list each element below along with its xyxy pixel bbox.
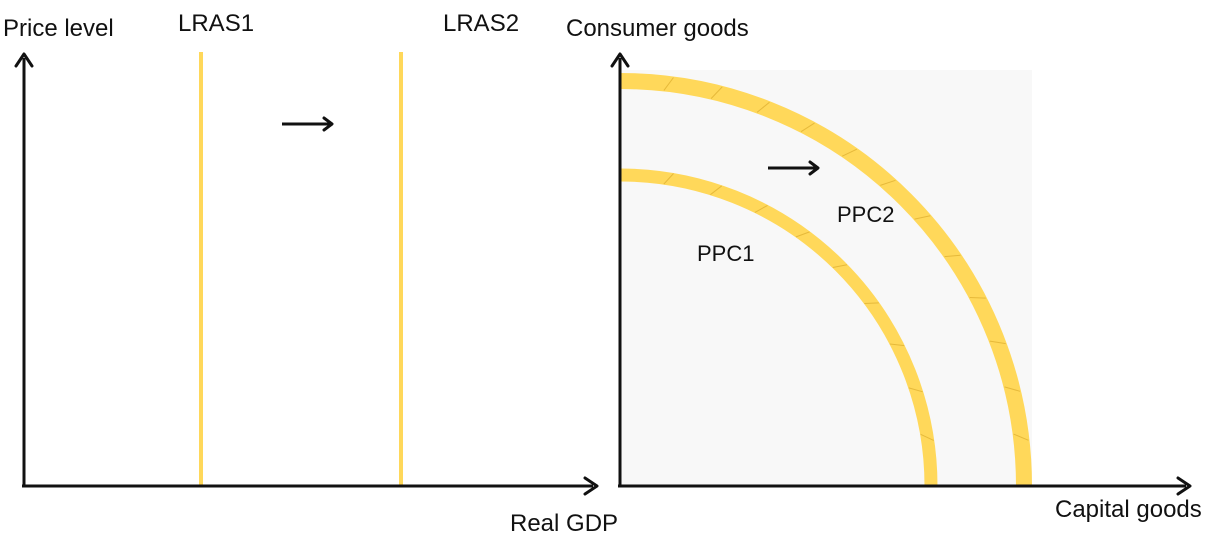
lras-x-axis-arrowhead — [583, 476, 599, 496]
ppc-diagram — [610, 52, 1192, 496]
ppc-y-axis-arrowhead — [610, 52, 630, 68]
curve-hatch-mark — [663, 77, 674, 91]
curve-hatch-mark — [889, 343, 905, 347]
curve-hatch-mark — [800, 122, 815, 133]
ppc2-label: PPC2 — [837, 202, 895, 227]
curve-hatch-mark — [914, 215, 931, 220]
real-gdp-axis-label: Real GDP — [510, 510, 619, 537]
consumer-goods-axis-label: Consumer goods — [566, 15, 749, 42]
lras-diagram — [14, 52, 599, 496]
curve-hatch-mark — [756, 101, 770, 113]
curve-hatch-mark — [832, 264, 848, 268]
lras2-label: LRAS2 — [443, 10, 520, 37]
curve-hatch-mark — [944, 254, 961, 258]
ppc-x-axis-arrowhead — [1176, 476, 1192, 496]
price-level-axis-label: Price level — [3, 15, 114, 42]
curve-hatch-mark — [754, 204, 768, 213]
curve-hatch-mark — [1013, 433, 1029, 441]
curve-hatching — [663, 77, 1029, 441]
curve-hatch-mark — [710, 185, 723, 196]
curve-hatch-mark — [989, 340, 1006, 345]
curve-hatch-mark — [908, 387, 923, 393]
curve-hatch-mark — [864, 302, 879, 304]
ppc2-curve — [619, 73, 1032, 487]
curve-hatch-mark — [920, 433, 934, 441]
curve-hatch-mark — [1004, 386, 1021, 392]
curve-hatch-mark — [663, 173, 674, 185]
lras-shift-arrowhead-icon — [322, 116, 334, 132]
capital-goods-axis-label: Capital goods — [1055, 496, 1202, 523]
curve-hatch-mark — [969, 297, 986, 299]
ppc1-label: PPC1 — [697, 241, 755, 266]
lras-y-axis-arrowhead — [14, 52, 34, 68]
curve-hatch-mark — [841, 148, 858, 157]
lras1-label: LRAS1 — [178, 10, 255, 37]
curve-hatch-mark — [710, 86, 723, 99]
curve-hatch-mark — [880, 179, 896, 186]
ppc-shift-arrowhead-icon — [808, 160, 820, 176]
curve-hatch-mark — [795, 231, 810, 238]
